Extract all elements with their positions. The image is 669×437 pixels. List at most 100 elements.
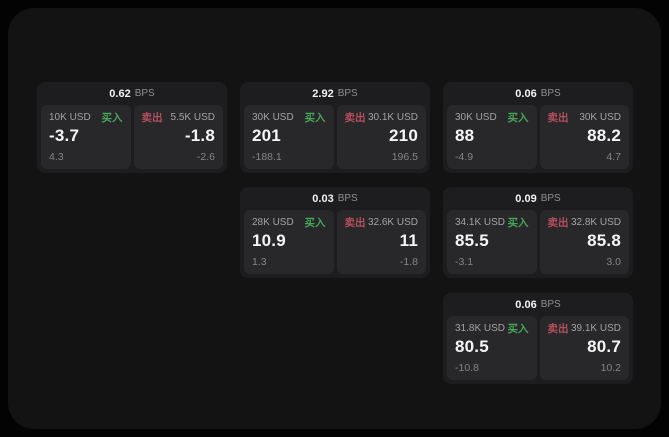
sell-amount: 32.8K USD bbox=[570, 217, 621, 228]
buy-label: 买入 bbox=[304, 112, 326, 124]
buy-price: 85.5 bbox=[455, 231, 489, 250]
sell-panel[interactable]: 卖出 30K USD 88.2 4.7 bbox=[539, 105, 629, 169]
quote-card-2: 2.92 BPS 30K USD 买入 201 -188.1 卖出 30.1K … bbox=[240, 82, 430, 173]
bps-unit-label: BPS bbox=[337, 193, 358, 204]
sell-price: 80.7 bbox=[587, 337, 621, 356]
bps-unit-label: BPS bbox=[540, 299, 561, 310]
sell-sub-value: 196.5 bbox=[391, 151, 418, 163]
bps-value: 0.06 bbox=[515, 298, 537, 311]
sell-price: 210 bbox=[389, 126, 418, 145]
sell-panel[interactable]: 卖出 32.6K USD 11 -1.8 bbox=[336, 210, 426, 274]
buy-panel-top: 34.1K USD 买入 bbox=[455, 217, 529, 229]
buy-panel-top: 30K USD 买入 bbox=[455, 112, 529, 124]
sell-panel-top: 卖出 30K USD bbox=[548, 112, 622, 124]
buy-amount: 34.1K USD bbox=[455, 217, 506, 228]
buy-amount: 10K USD bbox=[49, 112, 91, 123]
sell-amount: 30K USD bbox=[579, 112, 621, 123]
sell-price: 88.2 bbox=[587, 126, 621, 145]
sell-panel-top: 卖出 32.8K USD bbox=[548, 217, 622, 229]
bps-unit-label: BPS bbox=[540, 88, 561, 99]
sell-panel-top: 卖出 32.6K USD bbox=[345, 217, 419, 229]
sell-label: 卖出 bbox=[344, 217, 366, 229]
sell-label: 卖出 bbox=[547, 323, 569, 335]
buy-price: 10.9 bbox=[252, 231, 286, 250]
quote-panels: 28K USD 买入 10.9 1.3 卖出 32.6K USD 11 -1.8 bbox=[240, 210, 430, 274]
buy-price: 88 bbox=[455, 126, 475, 145]
sell-sub-value: 3.0 bbox=[606, 256, 621, 268]
quote-card-5: 0.09 BPS 34.1K USD 买入 85.5 -3.1 卖出 32.8K… bbox=[443, 187, 633, 278]
buy-amount: 30K USD bbox=[252, 112, 294, 123]
buy-label: 买入 bbox=[507, 217, 529, 229]
buy-label: 买入 bbox=[507, 112, 529, 124]
bps-header: 0.62 BPS bbox=[37, 82, 227, 105]
sell-label: 卖出 bbox=[141, 112, 163, 124]
sell-price: 11 bbox=[399, 231, 418, 250]
buy-panel[interactable]: 10K USD 买入 -3.7 4.3 bbox=[41, 105, 131, 169]
sell-amount: 39.1K USD bbox=[570, 323, 621, 334]
quote-card-3: 0.06 BPS 30K USD 买入 88 -4.9 卖出 30K USD bbox=[443, 82, 633, 173]
bps-value: 0.06 bbox=[515, 87, 537, 100]
quote-panels: 34.1K USD 买入 85.5 -3.1 卖出 32.8K USD 85.8… bbox=[443, 210, 633, 274]
bps-value: 2.92 bbox=[312, 87, 334, 100]
sell-panel[interactable]: 卖出 39.1K USD 80.7 10.2 bbox=[539, 316, 629, 380]
buy-panel[interactable]: 31.8K USD 买入 80.5 -10.8 bbox=[447, 316, 537, 380]
sell-label: 卖出 bbox=[344, 112, 366, 124]
buy-amount: 31.8K USD bbox=[455, 323, 506, 334]
bps-header: 0.06 BPS bbox=[443, 82, 633, 105]
sell-amount: 5.5K USD bbox=[170, 112, 215, 123]
buy-sub-value: -4.9 bbox=[455, 151, 474, 163]
bps-value: 0.09 bbox=[515, 192, 537, 205]
buy-panel[interactable]: 28K USD 买入 10.9 1.3 bbox=[244, 210, 334, 274]
buy-panel[interactable]: 34.1K USD 买入 85.5 -3.1 bbox=[447, 210, 537, 274]
sell-sub-value: 4.7 bbox=[606, 151, 621, 163]
buy-label: 买入 bbox=[507, 323, 529, 335]
sell-sub-value: -2.6 bbox=[196, 151, 215, 163]
sell-panel[interactable]: 卖出 30.1K USD 210 196.5 bbox=[336, 105, 426, 169]
sell-sub-value: 10.2 bbox=[600, 362, 621, 374]
quote-panels: 30K USD 买入 201 -188.1 卖出 30.1K USD 210 1… bbox=[240, 105, 430, 169]
app-window: 0.62 BPS 10K USD 买入 -3.7 4.3 卖出 5.5K USD bbox=[8, 8, 661, 429]
buy-price: 201 bbox=[252, 126, 281, 145]
sell-amount: 32.6K USD bbox=[367, 217, 418, 228]
buy-label: 买入 bbox=[304, 217, 326, 229]
bps-header: 0.03 BPS bbox=[240, 187, 430, 210]
buy-amount: 28K USD bbox=[252, 217, 294, 228]
buy-panel-top: 30K USD 买入 bbox=[252, 112, 326, 124]
sell-panel[interactable]: 卖出 32.8K USD 85.8 3.0 bbox=[539, 210, 629, 274]
bps-unit-label: BPS bbox=[540, 193, 561, 204]
bps-unit-label: BPS bbox=[134, 88, 155, 99]
bps-unit-label: BPS bbox=[337, 88, 358, 99]
bps-header: 0.09 BPS bbox=[443, 187, 633, 210]
bps-value: 0.62 bbox=[109, 87, 131, 100]
buy-sub-value: -10.8 bbox=[455, 362, 479, 374]
buy-panel-top: 31.8K USD 买入 bbox=[455, 323, 529, 335]
buy-panel[interactable]: 30K USD 买入 88 -4.9 bbox=[447, 105, 537, 169]
sell-panel[interactable]: 卖出 5.5K USD -1.8 -2.6 bbox=[133, 105, 223, 169]
buy-sub-value: 1.3 bbox=[252, 256, 267, 268]
bps-value: 0.03 bbox=[312, 192, 334, 205]
sell-amount: 30.1K USD bbox=[367, 112, 418, 123]
buy-sub-value: 4.3 bbox=[49, 151, 64, 163]
buy-panel-top: 10K USD 买入 bbox=[49, 112, 123, 124]
buy-price: -3.7 bbox=[49, 126, 80, 145]
quote-panels: 30K USD 买入 88 -4.9 卖出 30K USD 88.2 4.7 bbox=[443, 105, 633, 169]
quote-panels: 31.8K USD 买入 80.5 -10.8 卖出 39.1K USD 80.… bbox=[443, 316, 633, 380]
sell-panel-top: 卖出 39.1K USD bbox=[548, 323, 622, 335]
quote-card-1: 0.62 BPS 10K USD 买入 -3.7 4.3 卖出 5.5K USD bbox=[37, 82, 227, 173]
sell-label: 卖出 bbox=[547, 217, 569, 229]
buy-label: 买入 bbox=[101, 112, 123, 124]
quote-card-4: 0.03 BPS 28K USD 买入 10.9 1.3 卖出 32.6K US… bbox=[240, 187, 430, 278]
sell-label: 卖出 bbox=[547, 112, 569, 124]
bps-header: 0.06 BPS bbox=[443, 293, 633, 316]
buy-sub-value: -188.1 bbox=[252, 151, 282, 163]
bps-header: 2.92 BPS bbox=[240, 82, 430, 105]
buy-amount: 30K USD bbox=[455, 112, 497, 123]
sell-sub-value: -1.8 bbox=[399, 256, 418, 268]
quote-card-6: 0.06 BPS 31.8K USD 买入 80.5 -10.8 卖出 39.1… bbox=[443, 293, 633, 384]
buy-sub-value: -3.1 bbox=[455, 256, 474, 268]
buy-panel-top: 28K USD 买入 bbox=[252, 217, 326, 229]
sell-price: -1.8 bbox=[184, 126, 215, 145]
buy-panel[interactable]: 30K USD 买入 201 -188.1 bbox=[244, 105, 334, 169]
sell-panel-top: 卖出 30.1K USD bbox=[345, 112, 419, 124]
